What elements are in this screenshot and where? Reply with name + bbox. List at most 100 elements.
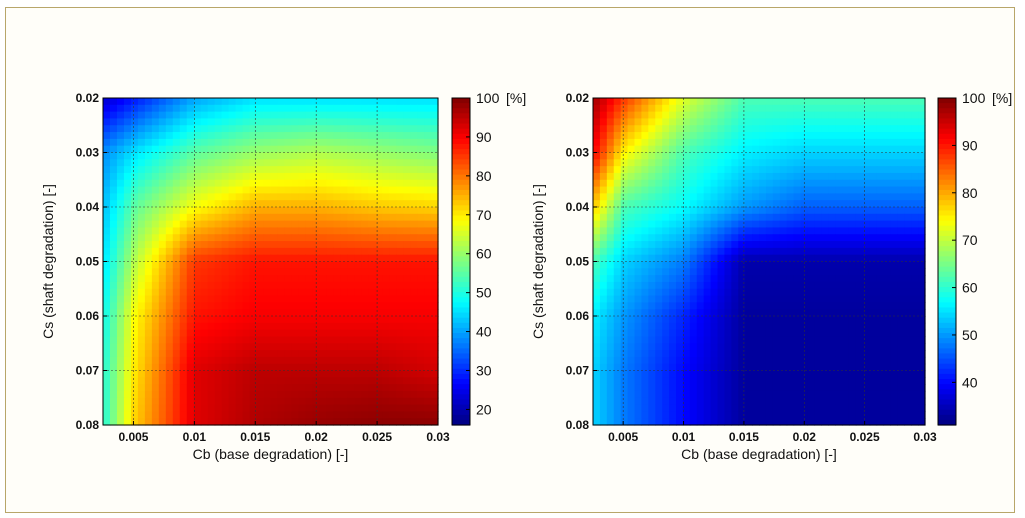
heatmap-cell: [228, 390, 237, 399]
heatmap-cell: [326, 261, 334, 269]
heatmap-cell: [382, 356, 390, 365]
heatmap-cell: [424, 356, 432, 365]
heatmap-cell: [793, 384, 802, 392]
heatmap-cell: [263, 125, 272, 133]
heatmap-cell: [731, 145, 739, 154]
heatmap-cell: [354, 172, 362, 181]
heatmap-cell: [179, 363, 188, 372]
heatmap-cell: [193, 111, 202, 120]
heatmap-cell: [340, 390, 348, 399]
heatmap-cell: [130, 247, 139, 256]
heatmap-cell: [807, 159, 815, 167]
heatmap-cell: [361, 281, 369, 290]
heatmap-cell: [109, 390, 118, 399]
heatmap-cell: [745, 241, 753, 249]
heatmap-cell: [738, 186, 746, 194]
heatmap-cell: [918, 98, 926, 106]
heatmap-cell: [263, 390, 272, 399]
heatmap-cell: [710, 350, 719, 358]
heatmap-cell: [883, 98, 892, 106]
heatmap-cell: [221, 172, 230, 181]
heatmap-cell: [689, 207, 698, 215]
heatmap-cell: [256, 152, 265, 160]
heatmap-cell: [172, 397, 181, 406]
heatmap-cell: [869, 309, 878, 317]
heatmap-cell: [682, 261, 691, 269]
heatmap-cell: [807, 227, 815, 235]
heatmap-cell: [828, 363, 836, 372]
heatmap-cell: [745, 411, 753, 419]
heatmap-cell: [842, 275, 850, 283]
heatmap-cell: [689, 316, 698, 324]
heatmap-cell: [835, 288, 843, 297]
heatmap-cell: [752, 179, 760, 188]
heatmap-cell: [890, 111, 898, 120]
heatmap-cell: [786, 268, 795, 276]
heatmap-cell: [116, 281, 125, 290]
heatmap-cell: [165, 343, 174, 351]
heatmap-cell: [807, 302, 815, 310]
heatmap-cell: [793, 404, 802, 412]
heatmap-cell: [786, 343, 795, 351]
heatmap-cell: [389, 329, 397, 338]
heatmap-cell: [368, 268, 376, 276]
heatmap-cell: [214, 350, 223, 358]
heatmap-cell: [848, 295, 857, 303]
heatmap-cell: [828, 118, 836, 126]
heatmap-cell: [641, 179, 649, 188]
colorbar-segment: [452, 164, 470, 171]
heatmap-cell: [710, 254, 719, 263]
heatmap-cell: [779, 295, 788, 303]
heatmap-cell: [731, 384, 739, 392]
heatmap-cell: [165, 207, 174, 215]
heatmap-cell: [620, 220, 629, 229]
heatmap-cell: [333, 200, 341, 208]
heatmap-cell: [752, 145, 760, 154]
heatmap-cell: [361, 343, 369, 351]
heatmap-cell: [772, 118, 781, 126]
heatmap-cell: [627, 145, 636, 154]
heatmap-cell: [883, 125, 892, 133]
heatmap-cell: [396, 118, 404, 126]
heatmap-cell: [911, 397, 919, 406]
heatmap-cell: [876, 350, 885, 358]
heatmap-cell: [186, 343, 195, 351]
heatmap-cell: [752, 241, 760, 249]
heatmap-cell: [333, 411, 341, 419]
heatmap-cell: [862, 261, 871, 269]
heatmap-cell: [417, 125, 425, 133]
heatmap-cell: [291, 281, 300, 290]
heatmap-cell: [669, 281, 677, 290]
heatmap-cell: [710, 200, 719, 208]
heatmap-cell: [326, 370, 334, 378]
heatmap-cell: [676, 138, 684, 147]
heatmap-cell: [855, 302, 864, 310]
heatmap-cell: [151, 132, 160, 140]
heatmap-cell: [361, 295, 369, 303]
heatmap-cell: [848, 356, 857, 365]
heatmap-cell: [242, 418, 251, 426]
heatmap-cell: [417, 227, 425, 235]
heatmap-cell: [431, 397, 439, 406]
heatmap-cell: [731, 166, 739, 174]
heatmap-cell: [158, 132, 167, 140]
heatmap-cell: [897, 363, 905, 372]
heatmap-cell: [772, 234, 781, 242]
heatmap-cell: [277, 227, 286, 235]
heatmap-cell: [724, 132, 732, 140]
heatmap-cell: [662, 343, 670, 351]
heatmap-cell: [869, 343, 878, 351]
heatmap-cell: [305, 377, 313, 385]
heatmap-cell: [703, 241, 712, 249]
colorbar-segment: [938, 143, 956, 150]
heatmap-cell: [731, 125, 739, 133]
heatmap-cell: [354, 227, 362, 235]
x-tick-label: 0.02: [305, 430, 329, 444]
heatmap-cell: [786, 370, 795, 378]
heatmap-cell: [389, 322, 397, 331]
heatmap-cell: [869, 132, 878, 140]
heatmap-cell: [333, 309, 341, 317]
heatmap-cell: [109, 207, 118, 215]
heatmap-cell: [221, 118, 230, 126]
heatmap-cell: [800, 213, 809, 222]
